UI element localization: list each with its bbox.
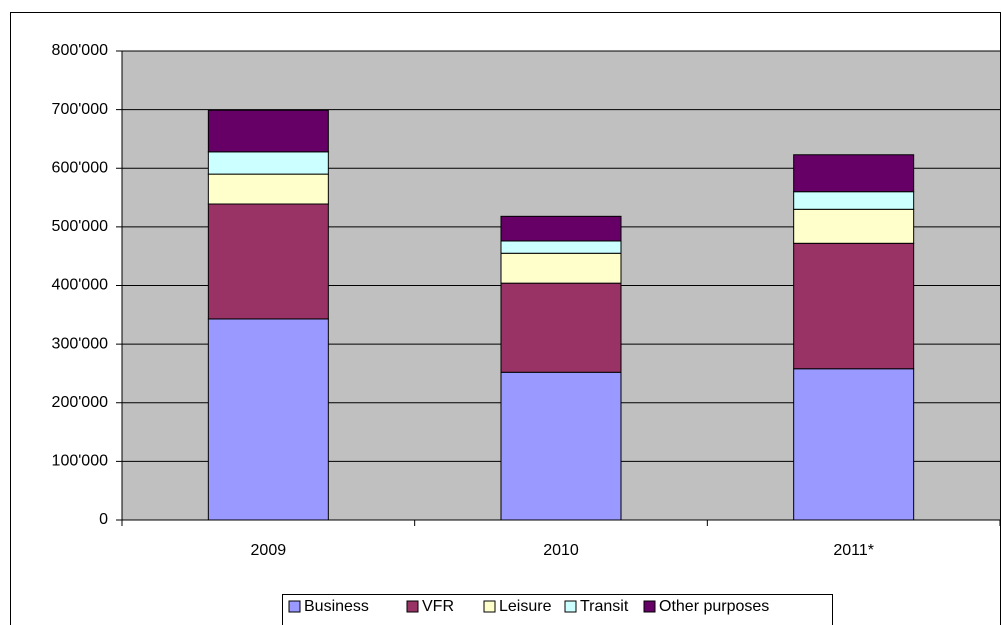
bar-segment xyxy=(500,215,622,242)
bar-segment xyxy=(500,371,622,521)
bar-segment xyxy=(793,191,915,210)
bar-segment xyxy=(500,252,622,284)
legend-label: Business xyxy=(304,598,369,615)
bar-segment xyxy=(207,173,329,205)
y-tick-label: 500'000 xyxy=(52,218,109,235)
bar-segment xyxy=(793,154,915,193)
y-tick-label: 200'000 xyxy=(52,394,109,411)
bar-segment xyxy=(793,368,915,521)
bar-segment xyxy=(207,318,329,521)
bar-segment xyxy=(207,151,329,175)
legend-label: Other purposes xyxy=(659,598,769,615)
legend-swatch xyxy=(483,600,496,613)
y-tick-label: 400'000 xyxy=(52,277,109,294)
legend-swatch xyxy=(643,600,656,613)
x-tick-label: 2010 xyxy=(543,542,579,559)
legend-label: Leisure xyxy=(499,598,552,615)
y-tick-label: 700'000 xyxy=(52,101,109,118)
y-tick-label: 300'000 xyxy=(52,335,109,352)
x-tick-label: 2009 xyxy=(251,542,287,559)
legend-swatch xyxy=(564,600,577,613)
bar-segment xyxy=(793,208,915,244)
bar-segment xyxy=(793,242,915,370)
bar-segment xyxy=(500,240,622,254)
legend-swatch xyxy=(406,600,419,613)
y-tick-label: 800'000 xyxy=(52,42,109,59)
bar-segment xyxy=(207,109,329,153)
legend-box xyxy=(282,594,833,625)
y-tick-label: 0 xyxy=(99,511,108,528)
legend-label: Transit xyxy=(580,598,629,615)
y-tick-label: 600'000 xyxy=(52,159,109,176)
bar-segment xyxy=(500,282,622,373)
legend-label: VFR xyxy=(422,598,454,615)
y-tick-label: 100'000 xyxy=(52,453,109,470)
x-tick-label: 2011* xyxy=(833,542,874,559)
bar-segment xyxy=(207,203,329,320)
legend-swatch xyxy=(288,600,301,613)
